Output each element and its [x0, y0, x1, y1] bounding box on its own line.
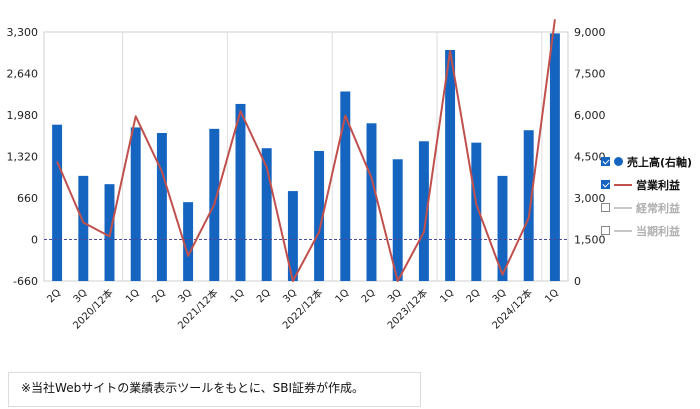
bar [130, 127, 141, 281]
bar [235, 103, 246, 281]
x-tick-label: 3Q [72, 287, 90, 305]
checkbox-unchecked-icon[interactable] [601, 203, 610, 212]
left-tick-label: 3,300 [7, 26, 39, 39]
bar [183, 202, 194, 281]
bars [52, 33, 560, 282]
x-tick-label: 1Q [124, 287, 142, 305]
legend-dot-icon [614, 157, 623, 166]
legend: 売上高(右軸) 営業利益経常利益当期利益 [601, 150, 692, 242]
bar [314, 150, 325, 281]
x-tick-label: 2Q [45, 287, 63, 305]
bar [418, 141, 429, 281]
left-tick-label: 660 [17, 192, 38, 205]
x-tick-label: 3Q [281, 287, 299, 305]
right-tick-label: 3,000 [574, 192, 606, 205]
left-tick-label: -660 [13, 275, 38, 288]
legend-item[interactable]: 営業利益 [601, 173, 692, 196]
left-tick-label: 2,640 [7, 68, 39, 81]
right-tick-label: 9,000 [574, 26, 606, 39]
right-tick-label: 7,500 [574, 68, 606, 81]
right-tick-label: 0 [574, 275, 581, 288]
bar [445, 49, 456, 281]
left-tick-label: 1,320 [7, 151, 39, 164]
source-note-box: ※当社Webサイトの業績表示ツールをもとに、SBI証券が作成。 [8, 372, 421, 407]
legend-line-icon [614, 229, 632, 232]
source-note: ※当社Webサイトの業績表示ツールをもとに、SBI証券が作成。 [21, 381, 365, 395]
bar [261, 148, 272, 281]
x-tick-label: 2Q [150, 287, 168, 305]
grid [43, 31, 569, 282]
lines [56, 19, 556, 282]
right-tick-label: 4,500 [574, 151, 606, 164]
checkbox-unchecked-icon[interactable] [601, 226, 610, 235]
legend-line-icon [614, 183, 632, 186]
x-tick-label: 3Q [386, 287, 404, 305]
legend-label: 売上高(右軸) [627, 155, 693, 169]
x-tick-label: 1Q [229, 287, 247, 305]
left-tick-label: 1,980 [7, 109, 39, 122]
x-tick-label: 1Q [543, 287, 561, 305]
series-line [56, 19, 556, 282]
x-tick-label: 2Q [465, 287, 483, 305]
chart: 3,300 2,640 1,980 1,320 660 0 -660 9,000 7,500 6… [7, 19, 606, 332]
legend-label: 経常利益 [636, 201, 680, 215]
bar [287, 191, 298, 281]
x-tick-label: 3Q [176, 287, 194, 305]
checkbox-checked-icon[interactable] [601, 180, 610, 189]
right-tick-label: 6,000 [574, 109, 606, 122]
left-tick-label: 0 [31, 234, 38, 247]
bar [523, 130, 534, 281]
left-axis: 3,300 2,640 1,980 1,320 660 0 -660 [7, 26, 39, 288]
x-tick-label: 2Q [360, 287, 378, 305]
right-tick-label: 1,500 [574, 234, 606, 247]
legend-line-icon [614, 206, 632, 209]
right-axis: 9,000 7,500 6,000 4,500 3,000 1,500 0 [574, 26, 606, 288]
bar [78, 175, 89, 281]
bar [497, 175, 508, 281]
legend-label: 営業利益 [636, 178, 680, 192]
bar [340, 91, 351, 281]
checkbox-checked-icon[interactable] [601, 157, 610, 166]
plot-frame [43, 31, 569, 282]
bar [471, 142, 482, 281]
legend-item[interactable]: 当期利益 [601, 219, 692, 242]
x-tick-label: 1Q [438, 287, 456, 305]
bar [392, 159, 403, 281]
legend-label: 当期利益 [636, 224, 680, 238]
legend-item[interactable]: 経常利益 [601, 196, 692, 219]
bar [156, 132, 167, 281]
x-tick-label: 3Q [491, 287, 509, 305]
x-tick-label: 1Q [334, 287, 352, 305]
bar [366, 123, 377, 281]
legend-item[interactable]: 売上高(右軸) [601, 150, 692, 173]
bar [549, 33, 560, 282]
x-tick-label: 2Q [255, 287, 273, 305]
bar [52, 124, 63, 281]
